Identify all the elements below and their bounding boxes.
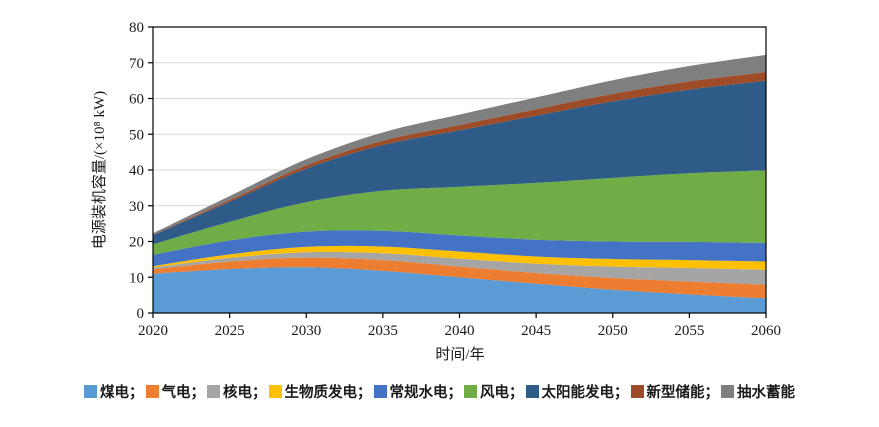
legend-swatch-wind xyxy=(464,384,477,398)
legend-label-hydro: 常规水电 xyxy=(389,384,448,401)
legend-swatch-solar xyxy=(525,384,539,398)
legend-label-storage: 新型储能 xyxy=(646,384,705,401)
legend-swatch-hydro xyxy=(373,384,387,398)
legend-label-solar: 太阳能发电 xyxy=(541,384,615,401)
legend-item-solar: 太阳能发电； xyxy=(525,381,631,402)
y-axis-title: 电源装机容量/(×10⁸ kW) xyxy=(91,91,108,249)
legend-label-pumped: 抽水蓄能 xyxy=(737,384,795,401)
legend-item-pumped: 抽水蓄能 xyxy=(721,381,795,402)
area-hydro xyxy=(153,230,766,267)
legend-separator: ； xyxy=(509,384,524,401)
x-tick-label-2035: 2035 xyxy=(368,323,398,339)
legend-separator: ； xyxy=(252,384,267,401)
stacked-areas xyxy=(153,54,766,313)
area-nuclear xyxy=(153,251,766,285)
legend-swatch-pumped xyxy=(721,384,734,398)
legend-separator: ； xyxy=(447,384,463,401)
x-tick-label-2020: 2020 xyxy=(138,323,168,339)
legend-separator: ； xyxy=(357,384,372,401)
y-tick-label-80: 80 xyxy=(129,20,144,36)
legend-label-coal: 煤电 xyxy=(100,384,129,401)
legend-item-storage: 新型储能； xyxy=(630,381,722,402)
legend-item-coal: 煤电； xyxy=(84,381,146,402)
x-tick-label-2050: 2050 xyxy=(598,323,628,339)
y-tick-label-20: 20 xyxy=(129,235,144,251)
legend-item-hydro: 常规水电； xyxy=(373,381,465,402)
area-gas xyxy=(153,257,766,299)
y-tick-label-50: 50 xyxy=(129,127,144,143)
x-tick-label-2045: 2045 xyxy=(521,323,551,339)
area-solar xyxy=(153,80,766,245)
area-pumped xyxy=(153,54,766,235)
legend-item-nuclear: 核电； xyxy=(207,381,269,402)
x-tick-label-2055: 2055 xyxy=(674,323,704,339)
x-tick-label-2060: 2060 xyxy=(751,323,781,339)
y-tick-label-60: 60 xyxy=(129,92,144,108)
area-coal xyxy=(153,267,766,313)
y-tick-label-10: 10 xyxy=(129,270,144,286)
legend-swatch-gas xyxy=(145,384,159,398)
y-tick-label-40: 40 xyxy=(129,163,144,179)
legend-separator: ； xyxy=(190,384,206,401)
legend-item-gas: 气电； xyxy=(145,381,208,402)
legend-separator: ； xyxy=(129,384,144,401)
legend-separator: ； xyxy=(614,384,629,401)
x-axis-title: 时间/年 xyxy=(435,346,484,363)
chart-legend: 煤电；气电；核电；生物质发电；常规水电；风电；太阳能发电；新型储能；抽水蓄能 xyxy=(0,380,879,402)
legend-item-wind: 风电； xyxy=(464,381,526,402)
axis-ticks xyxy=(148,26,767,318)
legend-label-nuclear: 核电 xyxy=(223,384,252,401)
legend-swatch-coal xyxy=(84,384,97,398)
x-tick-label-2040: 2040 xyxy=(445,323,475,339)
y-tick-label-0: 0 xyxy=(137,306,145,322)
legend-swatch-nuclear xyxy=(207,384,220,398)
area-biomass xyxy=(153,245,766,270)
legend-separator: ； xyxy=(704,384,720,401)
legend-label-gas: 气电 xyxy=(161,384,191,401)
legend-swatch-biomass xyxy=(268,384,282,398)
y-tick-label-30: 30 xyxy=(129,199,144,215)
area-wind xyxy=(153,170,766,255)
x-tick-label-2030: 2030 xyxy=(291,323,321,339)
legend-item-biomass: 生物质发电； xyxy=(268,381,374,402)
legend-label-wind: 风电 xyxy=(480,384,509,401)
legend-label-biomass: 生物质发电 xyxy=(284,384,358,401)
x-tick-label-2025: 2025 xyxy=(215,323,245,339)
y-tick-label-70: 70 xyxy=(129,56,144,72)
legend-swatch-storage xyxy=(630,384,644,398)
